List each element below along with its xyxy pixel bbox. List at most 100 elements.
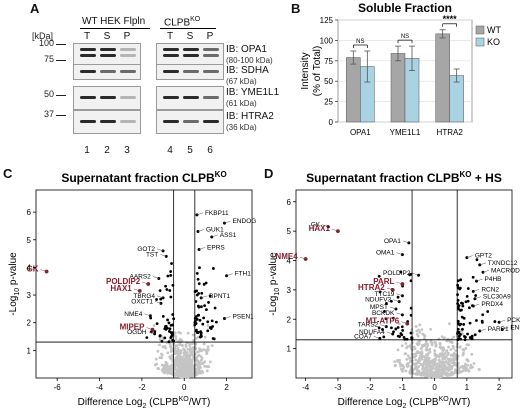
data-point-nonsignificant <box>161 345 165 349</box>
data-point-nonsignificant <box>464 362 467 366</box>
data-point-label: RCN2 <box>481 286 499 293</box>
data-point-label: FKBP11 <box>205 210 229 217</box>
data-point-nonsignificant <box>434 355 438 358</box>
mw-marker-tick <box>56 60 66 61</box>
bar <box>449 75 464 123</box>
chart-title: Soluble Fraction <box>358 1 452 15</box>
label-leader <box>402 240 409 244</box>
data-point-nonsignificant <box>155 362 159 366</box>
data-point-significant <box>410 336 413 340</box>
y-tick-label: 4 <box>27 263 32 272</box>
data-point-significant <box>194 315 198 318</box>
data-point-nonsignificant <box>156 349 160 353</box>
data-point-nonsignificant <box>185 355 189 359</box>
data-point-significant <box>464 335 467 339</box>
label-leader <box>386 331 393 335</box>
data-point-significant <box>382 335 386 339</box>
data-point-nonsignificant <box>424 366 427 370</box>
data-point-nonsignificant <box>415 332 419 336</box>
data-point-label: GOT2 <box>137 246 155 253</box>
data-point-nonsignificant <box>191 333 195 337</box>
data-point-nonsignificant <box>179 331 182 335</box>
data-point-nonsignificant <box>446 361 449 365</box>
data-point-nonsignificant <box>203 335 207 339</box>
antibody-name: IB: YME1L1 <box>226 87 280 98</box>
blot-strip <box>73 110 141 134</box>
data-point-nonsignificant <box>186 369 190 373</box>
mw-marker-tick <box>56 44 66 45</box>
data-point-nonsignificant <box>417 369 421 373</box>
data-point-label: MT-ATP6 <box>366 317 400 326</box>
label-leader <box>331 228 338 232</box>
label-leader <box>133 288 140 292</box>
y-axis-label: Intensity <box>300 52 311 89</box>
data-point-significant <box>161 314 165 318</box>
data-point-nonsignificant <box>439 375 443 378</box>
data-point-significant <box>475 319 478 322</box>
plot-frame <box>35 189 253 379</box>
data-point-label: HAX1 <box>110 284 132 293</box>
data-point-nonsignificant <box>206 324 210 327</box>
significance-label: NS <box>356 39 364 45</box>
data-point-nonsignificant <box>448 363 452 367</box>
data-point-significant <box>396 334 400 338</box>
data-point-significant <box>206 329 210 333</box>
data-point-significant <box>194 322 198 325</box>
data-point-nonsignificant <box>195 358 199 362</box>
x-tick-label: -2 <box>138 383 146 392</box>
data-point-nonsignificant <box>404 369 408 373</box>
data-point-nonsignificant <box>168 345 172 349</box>
label-leader <box>473 303 480 307</box>
data-point-nonsignificant <box>414 325 418 328</box>
data-point-nonsignificant <box>437 374 440 378</box>
blot-band <box>183 48 199 51</box>
data-point-significant <box>409 331 413 335</box>
label-leader <box>148 331 155 335</box>
data-point-nonsignificant <box>449 348 453 351</box>
y-tick-label: 0 <box>329 118 334 127</box>
data-point-nonsignificant <box>203 364 206 368</box>
data-point-significant <box>208 326 212 329</box>
data-point-nonsignificant <box>440 335 444 339</box>
data-point-nonsignificant <box>173 349 177 353</box>
data-point-label: POLDIP2 <box>383 270 411 277</box>
data-point-nonsignificant <box>200 369 204 373</box>
data-point-significant <box>212 337 216 341</box>
data-point-significant <box>464 300 468 304</box>
data-point-nonsignificant <box>425 342 429 346</box>
blot-band <box>80 54 96 57</box>
data-point-label: ENDOG <box>510 325 520 332</box>
data-point-significant <box>159 297 163 301</box>
data-point-nonsignificant <box>466 359 470 362</box>
data-point-nonsignificant <box>179 349 182 353</box>
data-point-nonsignificant <box>417 359 421 363</box>
x-tick-label: -6 <box>54 383 62 392</box>
data-point-significant <box>461 304 465 308</box>
data-point-significant <box>459 322 463 326</box>
data-point-significant <box>400 325 404 329</box>
data-point-nonsignificant <box>154 357 158 361</box>
x-tick-label: 0 <box>432 383 437 392</box>
data-point-nonsignificant <box>420 350 424 354</box>
data-point-nonsignificant <box>466 363 470 367</box>
data-point-nonsignificant <box>424 363 428 367</box>
data-point-significant <box>155 322 159 326</box>
data-point-nonsignificant <box>414 358 418 362</box>
data-point-significant <box>457 304 461 308</box>
data-point-nonsignificant <box>457 366 461 370</box>
data-point-nonsignificant <box>463 364 467 368</box>
blot-band <box>120 120 136 123</box>
data-point-nonsignificant <box>197 361 201 364</box>
data-point-label: NDUFV3 <box>365 297 391 304</box>
data-point-significant <box>471 275 475 279</box>
data-point-significant <box>462 322 466 326</box>
data-point-nonsignificant <box>190 358 194 362</box>
data-point-nonsignificant <box>191 346 195 349</box>
blot-band <box>100 54 116 57</box>
data-point-nonsignificant <box>469 363 473 367</box>
data-point-significant <box>213 306 217 310</box>
legend-swatch <box>475 25 485 35</box>
data-point-nonsignificant <box>450 372 454 376</box>
blot-band <box>100 70 116 73</box>
blot-band <box>163 70 179 73</box>
